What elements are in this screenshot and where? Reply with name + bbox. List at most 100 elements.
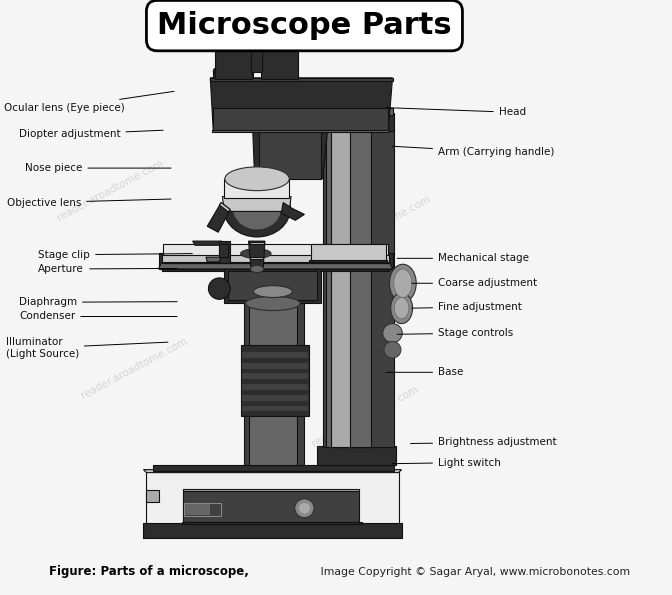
- Polygon shape: [183, 490, 359, 522]
- Ellipse shape: [245, 296, 300, 311]
- Text: reader.aroadtome.com: reader.aroadtome.com: [55, 158, 165, 223]
- Bar: [185, 504, 210, 515]
- Polygon shape: [206, 257, 220, 262]
- Circle shape: [295, 499, 314, 518]
- Ellipse shape: [213, 65, 253, 77]
- Ellipse shape: [224, 180, 290, 237]
- Polygon shape: [210, 78, 392, 131]
- Polygon shape: [242, 363, 308, 369]
- Ellipse shape: [390, 293, 413, 324]
- Ellipse shape: [253, 25, 304, 42]
- Polygon shape: [242, 374, 308, 380]
- Ellipse shape: [241, 249, 271, 258]
- Circle shape: [270, 30, 278, 37]
- Ellipse shape: [259, 27, 298, 40]
- Text: Diopter adjustment: Diopter adjustment: [19, 129, 163, 139]
- Text: reader.aroadtome.com: reader.aroadtome.com: [79, 336, 190, 401]
- Text: Coarse adjustment: Coarse adjustment: [412, 278, 537, 288]
- Polygon shape: [242, 406, 308, 412]
- Polygon shape: [327, 131, 371, 447]
- Polygon shape: [251, 45, 262, 72]
- Ellipse shape: [208, 25, 259, 42]
- Polygon shape: [208, 33, 257, 43]
- Polygon shape: [250, 242, 263, 244]
- Polygon shape: [241, 345, 309, 416]
- Polygon shape: [282, 202, 304, 220]
- Polygon shape: [323, 114, 394, 131]
- Text: Head: Head: [386, 107, 526, 117]
- Polygon shape: [210, 78, 392, 81]
- Polygon shape: [323, 131, 394, 447]
- Text: Fine adjustment: Fine adjustment: [412, 302, 522, 312]
- Polygon shape: [162, 255, 390, 263]
- Text: Microscope Parts: Microscope Parts: [157, 11, 452, 40]
- Polygon shape: [146, 490, 159, 502]
- Text: Illuminator
(Light Source): Illuminator (Light Source): [5, 337, 168, 359]
- Text: Condenser: Condenser: [19, 312, 177, 321]
- Text: Nose piece: Nose piece: [25, 163, 171, 173]
- Polygon shape: [249, 303, 297, 465]
- Polygon shape: [146, 469, 398, 523]
- Circle shape: [208, 278, 230, 299]
- Polygon shape: [317, 446, 396, 465]
- Polygon shape: [244, 303, 304, 465]
- Polygon shape: [213, 71, 253, 78]
- Text: reader.aroadtome.com: reader.aroadtome.com: [310, 384, 420, 449]
- Polygon shape: [183, 488, 359, 491]
- Polygon shape: [261, 39, 298, 79]
- Text: Objective lens: Objective lens: [7, 198, 171, 208]
- Text: Stage clip: Stage clip: [38, 250, 192, 260]
- Bar: [184, 503, 220, 516]
- Text: Base: Base: [386, 367, 464, 377]
- Polygon shape: [181, 522, 362, 524]
- Text: reader.aroadtome.com: reader.aroadtome.com: [323, 194, 432, 259]
- Text: Brightness adjustment: Brightness adjustment: [411, 437, 556, 447]
- Polygon shape: [163, 244, 388, 263]
- Ellipse shape: [214, 27, 253, 40]
- Circle shape: [384, 342, 401, 358]
- Ellipse shape: [390, 264, 416, 302]
- Text: Diaphragm: Diaphragm: [19, 298, 177, 307]
- Polygon shape: [153, 465, 394, 471]
- Circle shape: [383, 324, 403, 343]
- Polygon shape: [242, 395, 308, 401]
- Polygon shape: [249, 241, 265, 269]
- Ellipse shape: [394, 298, 409, 319]
- Circle shape: [225, 30, 232, 37]
- Text: Light switch: Light switch: [392, 458, 501, 468]
- Polygon shape: [253, 131, 327, 178]
- Ellipse shape: [394, 269, 412, 298]
- Polygon shape: [219, 241, 230, 263]
- Polygon shape: [222, 196, 291, 211]
- Polygon shape: [219, 244, 228, 257]
- Polygon shape: [224, 178, 289, 198]
- Text: Arm (Carrying handle): Arm (Carrying handle): [392, 146, 554, 157]
- Text: Stage controls: Stage controls: [397, 328, 513, 338]
- Polygon shape: [162, 269, 390, 271]
- Polygon shape: [242, 384, 308, 390]
- Text: Ocular lens (Eye piece): Ocular lens (Eye piece): [4, 91, 174, 112]
- Polygon shape: [310, 244, 386, 262]
- Polygon shape: [159, 262, 392, 269]
- Polygon shape: [163, 262, 388, 263]
- Polygon shape: [326, 108, 392, 115]
- Polygon shape: [228, 271, 317, 300]
- Text: Mechanical stage: Mechanical stage: [397, 253, 529, 264]
- Polygon shape: [251, 257, 263, 259]
- Ellipse shape: [233, 187, 282, 230]
- Polygon shape: [224, 269, 321, 303]
- Polygon shape: [219, 202, 230, 212]
- Polygon shape: [309, 260, 387, 262]
- Text: Image Copyright © Sagar Aryal, www.microbonotes.com: Image Copyright © Sagar Aryal, www.micro…: [317, 567, 630, 577]
- Polygon shape: [159, 253, 392, 269]
- Polygon shape: [331, 131, 350, 447]
- Text: Figure: Parts of a microscope,: Figure: Parts of a microscope,: [49, 565, 249, 578]
- Polygon shape: [143, 469, 402, 472]
- Ellipse shape: [251, 265, 263, 273]
- Polygon shape: [143, 523, 402, 538]
- Polygon shape: [193, 241, 222, 245]
- Ellipse shape: [253, 286, 292, 298]
- Polygon shape: [242, 352, 308, 358]
- Circle shape: [299, 503, 310, 513]
- Polygon shape: [255, 33, 303, 43]
